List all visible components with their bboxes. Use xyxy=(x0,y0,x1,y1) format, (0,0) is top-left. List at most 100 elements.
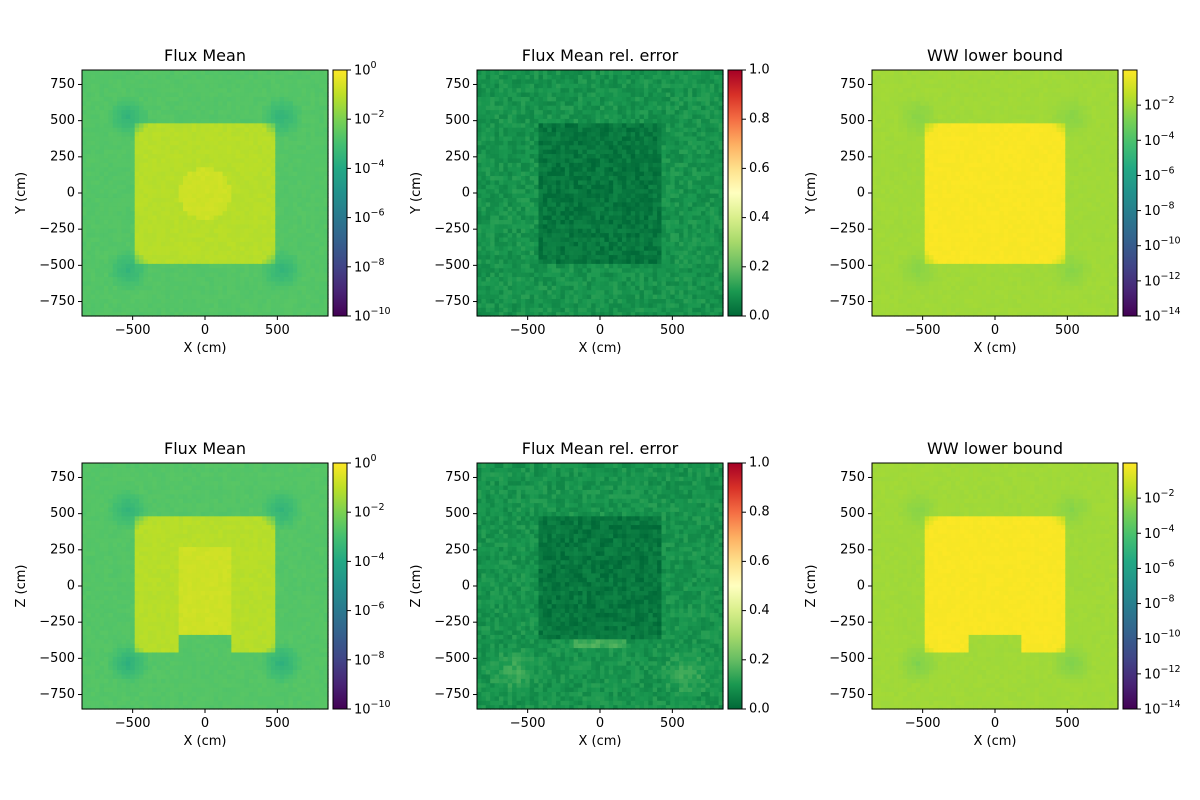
heatmap-cell xyxy=(161,162,167,168)
heatmap-cell xyxy=(284,254,290,260)
heatmap-cell xyxy=(547,219,553,225)
heatmap-cell xyxy=(226,219,232,225)
heatmap-cell xyxy=(498,197,504,203)
heatmap-cell xyxy=(319,162,325,168)
heatmap-cell xyxy=(205,122,210,128)
heatmap-cell xyxy=(121,289,127,295)
heatmap-cell xyxy=(534,280,540,286)
heatmap-cell xyxy=(248,272,254,278)
heatmap-cell xyxy=(187,236,193,242)
heatmap-cell xyxy=(266,122,272,128)
heatmap-cell xyxy=(248,276,254,282)
heatmap-cell xyxy=(560,122,566,128)
heatmap-cell xyxy=(512,135,518,141)
heatmap-cell xyxy=(147,74,153,80)
heatmap-cell xyxy=(494,96,500,102)
heatmap-cell xyxy=(529,113,535,119)
heatmap-cell xyxy=(130,127,136,133)
heatmap-cell xyxy=(560,188,566,194)
heatmap-cell xyxy=(481,166,487,172)
heatmap-cell xyxy=(112,197,118,203)
heatmap-cell xyxy=(279,140,285,146)
heatmap-cell xyxy=(547,153,553,159)
heatmap-cell xyxy=(516,91,522,97)
heatmap-cell xyxy=(103,149,109,155)
heatmap-cell xyxy=(95,105,101,111)
heatmap-cell xyxy=(262,307,268,313)
heatmap-cell xyxy=(617,289,623,295)
heatmap-cell xyxy=(573,311,579,317)
heatmap-cell xyxy=(165,96,171,102)
heatmap-cell xyxy=(266,267,272,273)
heatmap-cell xyxy=(292,214,298,220)
heatmap-cell xyxy=(542,162,548,168)
heatmap-cell xyxy=(542,166,548,172)
heatmap-cell xyxy=(586,87,592,93)
heatmap-cell xyxy=(490,127,496,133)
heatmap-cell xyxy=(512,272,518,278)
heatmap-cell xyxy=(582,171,588,177)
heatmap-cell xyxy=(551,210,557,216)
heatmap-cell xyxy=(262,184,268,190)
heatmap-cell xyxy=(262,219,268,225)
heatmap-cell xyxy=(288,298,294,304)
heatmap-cell xyxy=(262,118,268,124)
heatmap-cell xyxy=(90,135,96,141)
heatmap-cell xyxy=(200,166,206,172)
heatmap-cell xyxy=(178,285,184,291)
heatmap-cell xyxy=(165,171,171,177)
heatmap-cell xyxy=(143,74,149,80)
heatmap-cell xyxy=(310,175,316,181)
heatmap-cell xyxy=(191,250,197,256)
heatmap-cell xyxy=(244,258,250,264)
heatmap-cell xyxy=(534,289,540,295)
heatmap-cell xyxy=(551,105,557,111)
heatmap-cell xyxy=(156,263,162,269)
heatmap-cell xyxy=(169,96,175,102)
heatmap-cell xyxy=(534,272,540,278)
heatmap-cell xyxy=(90,78,96,84)
heatmap-cell xyxy=(213,83,219,89)
heatmap-cell xyxy=(301,245,307,251)
y-axis-label: Y (cm) xyxy=(14,172,29,215)
heatmap-cell xyxy=(82,109,87,115)
heatmap-cell xyxy=(542,193,548,198)
heatmap-cell xyxy=(121,201,127,207)
heatmap-cell xyxy=(191,162,197,168)
heatmap-cell xyxy=(103,96,109,102)
heatmap-cell xyxy=(538,100,544,106)
heatmap-cell xyxy=(143,179,149,185)
heatmap-cell xyxy=(86,250,92,256)
heatmap-cell xyxy=(117,219,123,225)
heatmap-cell xyxy=(275,250,281,256)
heatmap-cell xyxy=(503,70,509,75)
heatmap-cell xyxy=(275,245,281,251)
heatmap-cell xyxy=(591,219,597,225)
heatmap-cell xyxy=(279,223,285,229)
heatmap-cell xyxy=(139,188,145,194)
heatmap-cell xyxy=(121,122,127,128)
heatmap-cell xyxy=(218,166,224,172)
heatmap-cell xyxy=(490,118,496,124)
heatmap-cell xyxy=(292,166,298,172)
heatmap-cell xyxy=(209,78,215,84)
heatmap-cell xyxy=(617,223,623,229)
heatmap-cell xyxy=(288,245,294,251)
heatmap-cell xyxy=(490,91,496,97)
heatmap-cell xyxy=(134,74,140,80)
heatmap-cell xyxy=(125,289,131,295)
heatmap-cell xyxy=(121,78,127,84)
heatmap-cell xyxy=(582,254,588,260)
heatmap-cell xyxy=(183,241,189,247)
heatmap-cell xyxy=(600,118,605,124)
heatmap-cell xyxy=(288,289,294,295)
heatmap-cell xyxy=(262,100,268,106)
heatmap-cell xyxy=(551,70,557,75)
heatmap-cell xyxy=(560,232,566,238)
heatmap-cell xyxy=(547,175,553,181)
heatmap-cell xyxy=(498,236,504,242)
heatmap-cell xyxy=(121,311,127,317)
heatmap-cell xyxy=(174,96,180,102)
heatmap-cell xyxy=(520,91,526,97)
heatmap-cell xyxy=(608,223,614,229)
